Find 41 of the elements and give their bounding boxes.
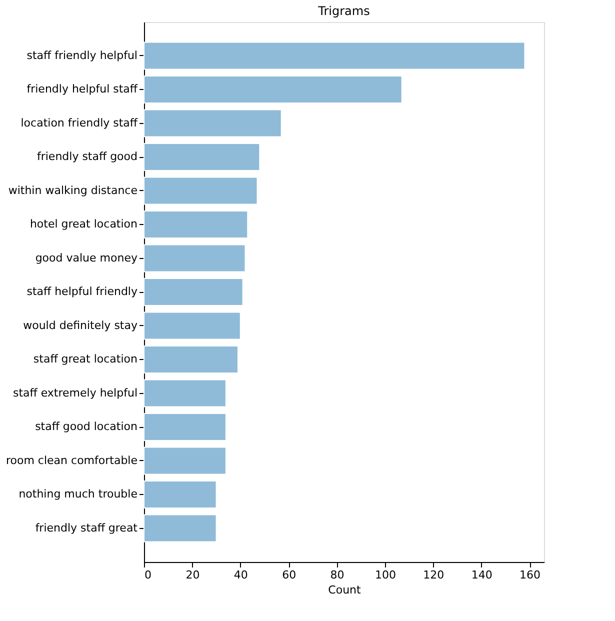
bar — [144, 346, 238, 374]
bar — [144, 244, 246, 272]
bar — [144, 514, 217, 542]
y-tick-label: staff good location — [35, 420, 138, 433]
x-tick-label: 100 — [374, 568, 396, 582]
y-tick-label: room clean comfortable — [6, 454, 138, 467]
bar — [144, 446, 226, 475]
chart-title: Trigrams — [317, 4, 370, 18]
bar — [144, 143, 260, 171]
y-tick-label: within walking distance — [8, 184, 138, 197]
bar — [144, 210, 248, 238]
y-tick-label: staff great location — [33, 352, 138, 366]
y-tick-label: would definitely stay — [23, 318, 138, 332]
bar — [144, 278, 244, 306]
bar — [144, 480, 217, 508]
x-tick-label: 120 — [423, 568, 444, 582]
bar — [144, 42, 526, 70]
y-tick-label: friendly staff good — [36, 150, 138, 163]
x-tick-label: 160 — [520, 568, 541, 582]
bar — [144, 109, 282, 138]
y-tick-label: nothing much trouble — [18, 488, 138, 500]
x-axis-title: Count — [328, 584, 362, 596]
y-tick-label: location friendly staff — [20, 116, 138, 130]
bar — [144, 379, 226, 408]
bar — [144, 76, 402, 104]
y-tick-label: hotel great location — [30, 218, 138, 230]
x-tick-label: 0 — [144, 568, 152, 582]
x-tick-label: 40 — [234, 568, 248, 582]
y-tick-label: good value money — [35, 251, 138, 264]
x-tick-label: 80 — [330, 568, 344, 582]
y-tick-label: staff friendly helpful — [26, 48, 138, 62]
x-tick-label: 140 — [471, 568, 492, 582]
y-tick-label: friendly staff great — [35, 521, 138, 534]
y-tick-label: friendly helpful staff — [26, 82, 138, 96]
y-tick-label: staff extremely helpful — [12, 386, 138, 400]
y-tick-label: staff helpful friendly — [26, 285, 138, 298]
bar — [144, 413, 226, 441]
x-tick-label: 20 — [186, 568, 200, 582]
bar — [144, 312, 241, 340]
x-tick-label: 60 — [282, 568, 296, 582]
bar — [144, 176, 258, 205]
